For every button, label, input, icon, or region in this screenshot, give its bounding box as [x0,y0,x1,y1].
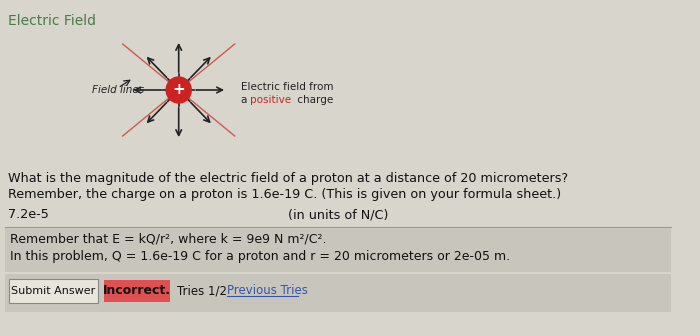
Text: Electric Field: Electric Field [8,14,96,28]
FancyBboxPatch shape [8,279,97,303]
Text: Remember that E = kQ/r², where k = 9e9 N m²/C².: Remember that E = kQ/r², where k = 9e9 N… [10,233,326,246]
Text: positive: positive [250,95,291,105]
Bar [104,280,170,302]
Text: Submit Answer: Submit Answer [11,286,95,296]
Text: Tries 1/2: Tries 1/2 [177,285,227,297]
Bar [5,274,671,312]
Text: Incorrect.: Incorrect. [103,285,172,297]
Text: 7.2e-5: 7.2e-5 [8,208,48,221]
Text: (in units of N/C): (in units of N/C) [288,208,389,221]
Text: +: + [172,83,185,97]
Text: a: a [241,95,251,105]
Bar [5,228,671,272]
Text: In this problem, Q = 1.6e-19 C for a proton and r = 20 micrometers or 2e-05 m.: In this problem, Q = 1.6e-19 C for a pro… [10,250,510,263]
Text: Previous Tries: Previous Tries [227,285,308,297]
Text: What is the magnitude of the electric field of a proton at a distance of 20 micr: What is the magnitude of the electric fi… [8,172,568,185]
Text: Electric field from: Electric field from [241,82,334,92]
Text: charge: charge [294,95,333,105]
Circle shape [166,77,191,103]
Text: Remember, the charge on a proton is 1.6e-19 C. (This is given on your formula sh: Remember, the charge on a proton is 1.6e… [8,188,561,201]
Text: Field lines: Field lines [92,85,144,95]
